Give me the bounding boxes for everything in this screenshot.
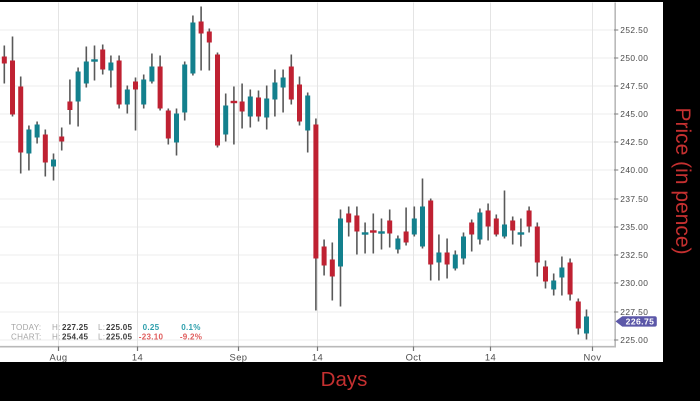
svg-text:250.00: 250.00	[620, 53, 648, 63]
svg-text:14: 14	[132, 351, 143, 362]
svg-text:TODAY:: TODAY:	[11, 322, 41, 331]
svg-text:242.50: 242.50	[620, 137, 648, 147]
svg-text:237.50: 237.50	[620, 194, 648, 204]
svg-text:14: 14	[312, 351, 323, 362]
svg-text:232.50: 232.50	[620, 250, 648, 260]
svg-text:225.05: 225.05	[106, 332, 132, 341]
svg-text:227.25: 227.25	[62, 322, 88, 331]
svg-text:14: 14	[485, 351, 496, 362]
svg-text:226.75: 226.75	[626, 316, 655, 326]
svg-text:L:: L:	[98, 332, 105, 341]
svg-text:235.00: 235.00	[620, 222, 648, 232]
svg-text:0.1%: 0.1%	[181, 322, 200, 331]
svg-text:254.45: 254.45	[62, 332, 88, 341]
svg-text:Sep: Sep	[230, 351, 248, 362]
svg-text:Nov: Nov	[584, 351, 602, 362]
svg-text:Oct: Oct	[406, 351, 422, 362]
svg-text:230.00: 230.00	[620, 278, 648, 288]
svg-text:-9.2%: -9.2%	[180, 332, 202, 341]
svg-text:H:: H:	[52, 322, 61, 331]
svg-text:225.00: 225.00	[620, 335, 648, 345]
svg-text:247.50: 247.50	[620, 81, 648, 91]
svg-text:227.50: 227.50	[620, 307, 648, 317]
svg-text:H:: H:	[52, 332, 61, 341]
svg-text:252.50: 252.50	[620, 25, 648, 35]
svg-text:240.00: 240.00	[620, 165, 648, 175]
svg-text:0.25: 0.25	[143, 322, 160, 331]
svg-text:-23.10: -23.10	[139, 332, 164, 341]
svg-text:225.05: 225.05	[106, 322, 132, 331]
svg-text:L:: L:	[98, 322, 105, 331]
svg-text:CHART:: CHART:	[11, 332, 42, 341]
svg-text:245.00: 245.00	[620, 109, 648, 119]
svg-text:Aug: Aug	[50, 351, 68, 362]
